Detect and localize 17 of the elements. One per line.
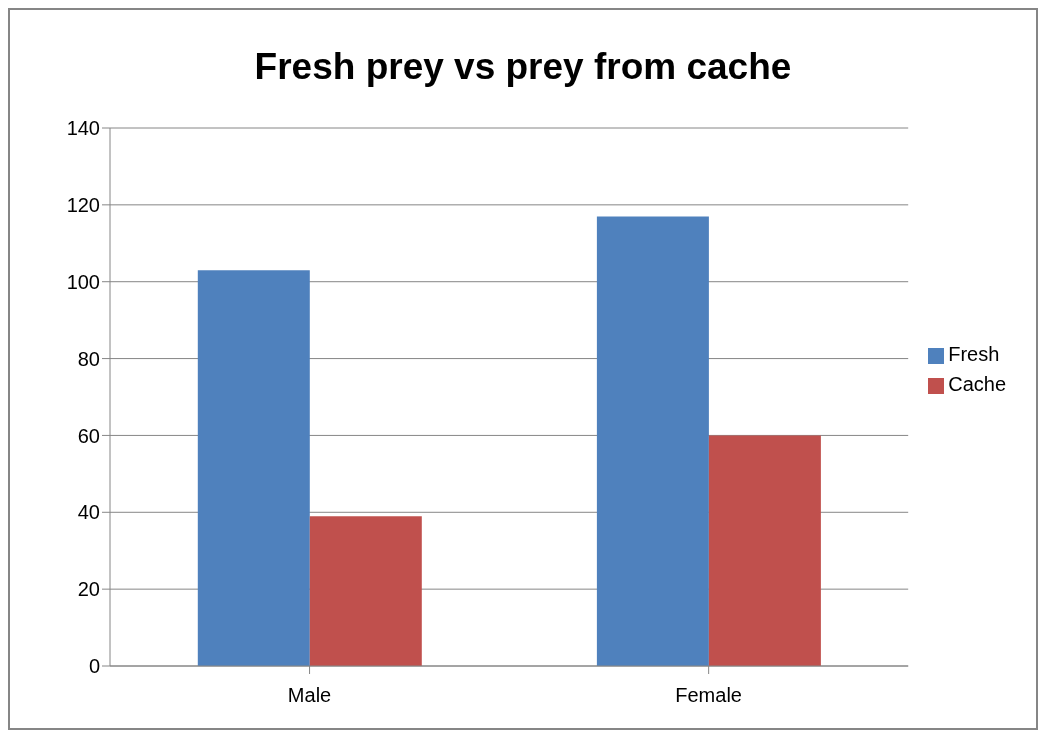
y-tick-label: 140: [66, 117, 100, 140]
x-tick-label: Male: [287, 684, 332, 707]
y-tick-label: 0: [88, 655, 100, 678]
x-tick-label: Female: [675, 684, 742, 707]
y-tick-label: 100: [66, 270, 100, 293]
y-tick-label: 40: [77, 501, 100, 524]
bar: [596, 216, 709, 666]
chart-title: Fresh prey vs prey from cache: [253, 46, 793, 88]
bar: [309, 516, 422, 666]
y-tick-label: 20: [77, 578, 100, 601]
y-tick-label: 60: [77, 424, 100, 447]
legend-label: Fresh: [948, 343, 1000, 365]
y-tick-label: 80: [77, 347, 100, 370]
y-tick-label: 120: [66, 193, 100, 216]
legend-label: Cache: [948, 373, 1006, 395]
bar: [197, 270, 310, 666]
bar: [708, 435, 821, 666]
